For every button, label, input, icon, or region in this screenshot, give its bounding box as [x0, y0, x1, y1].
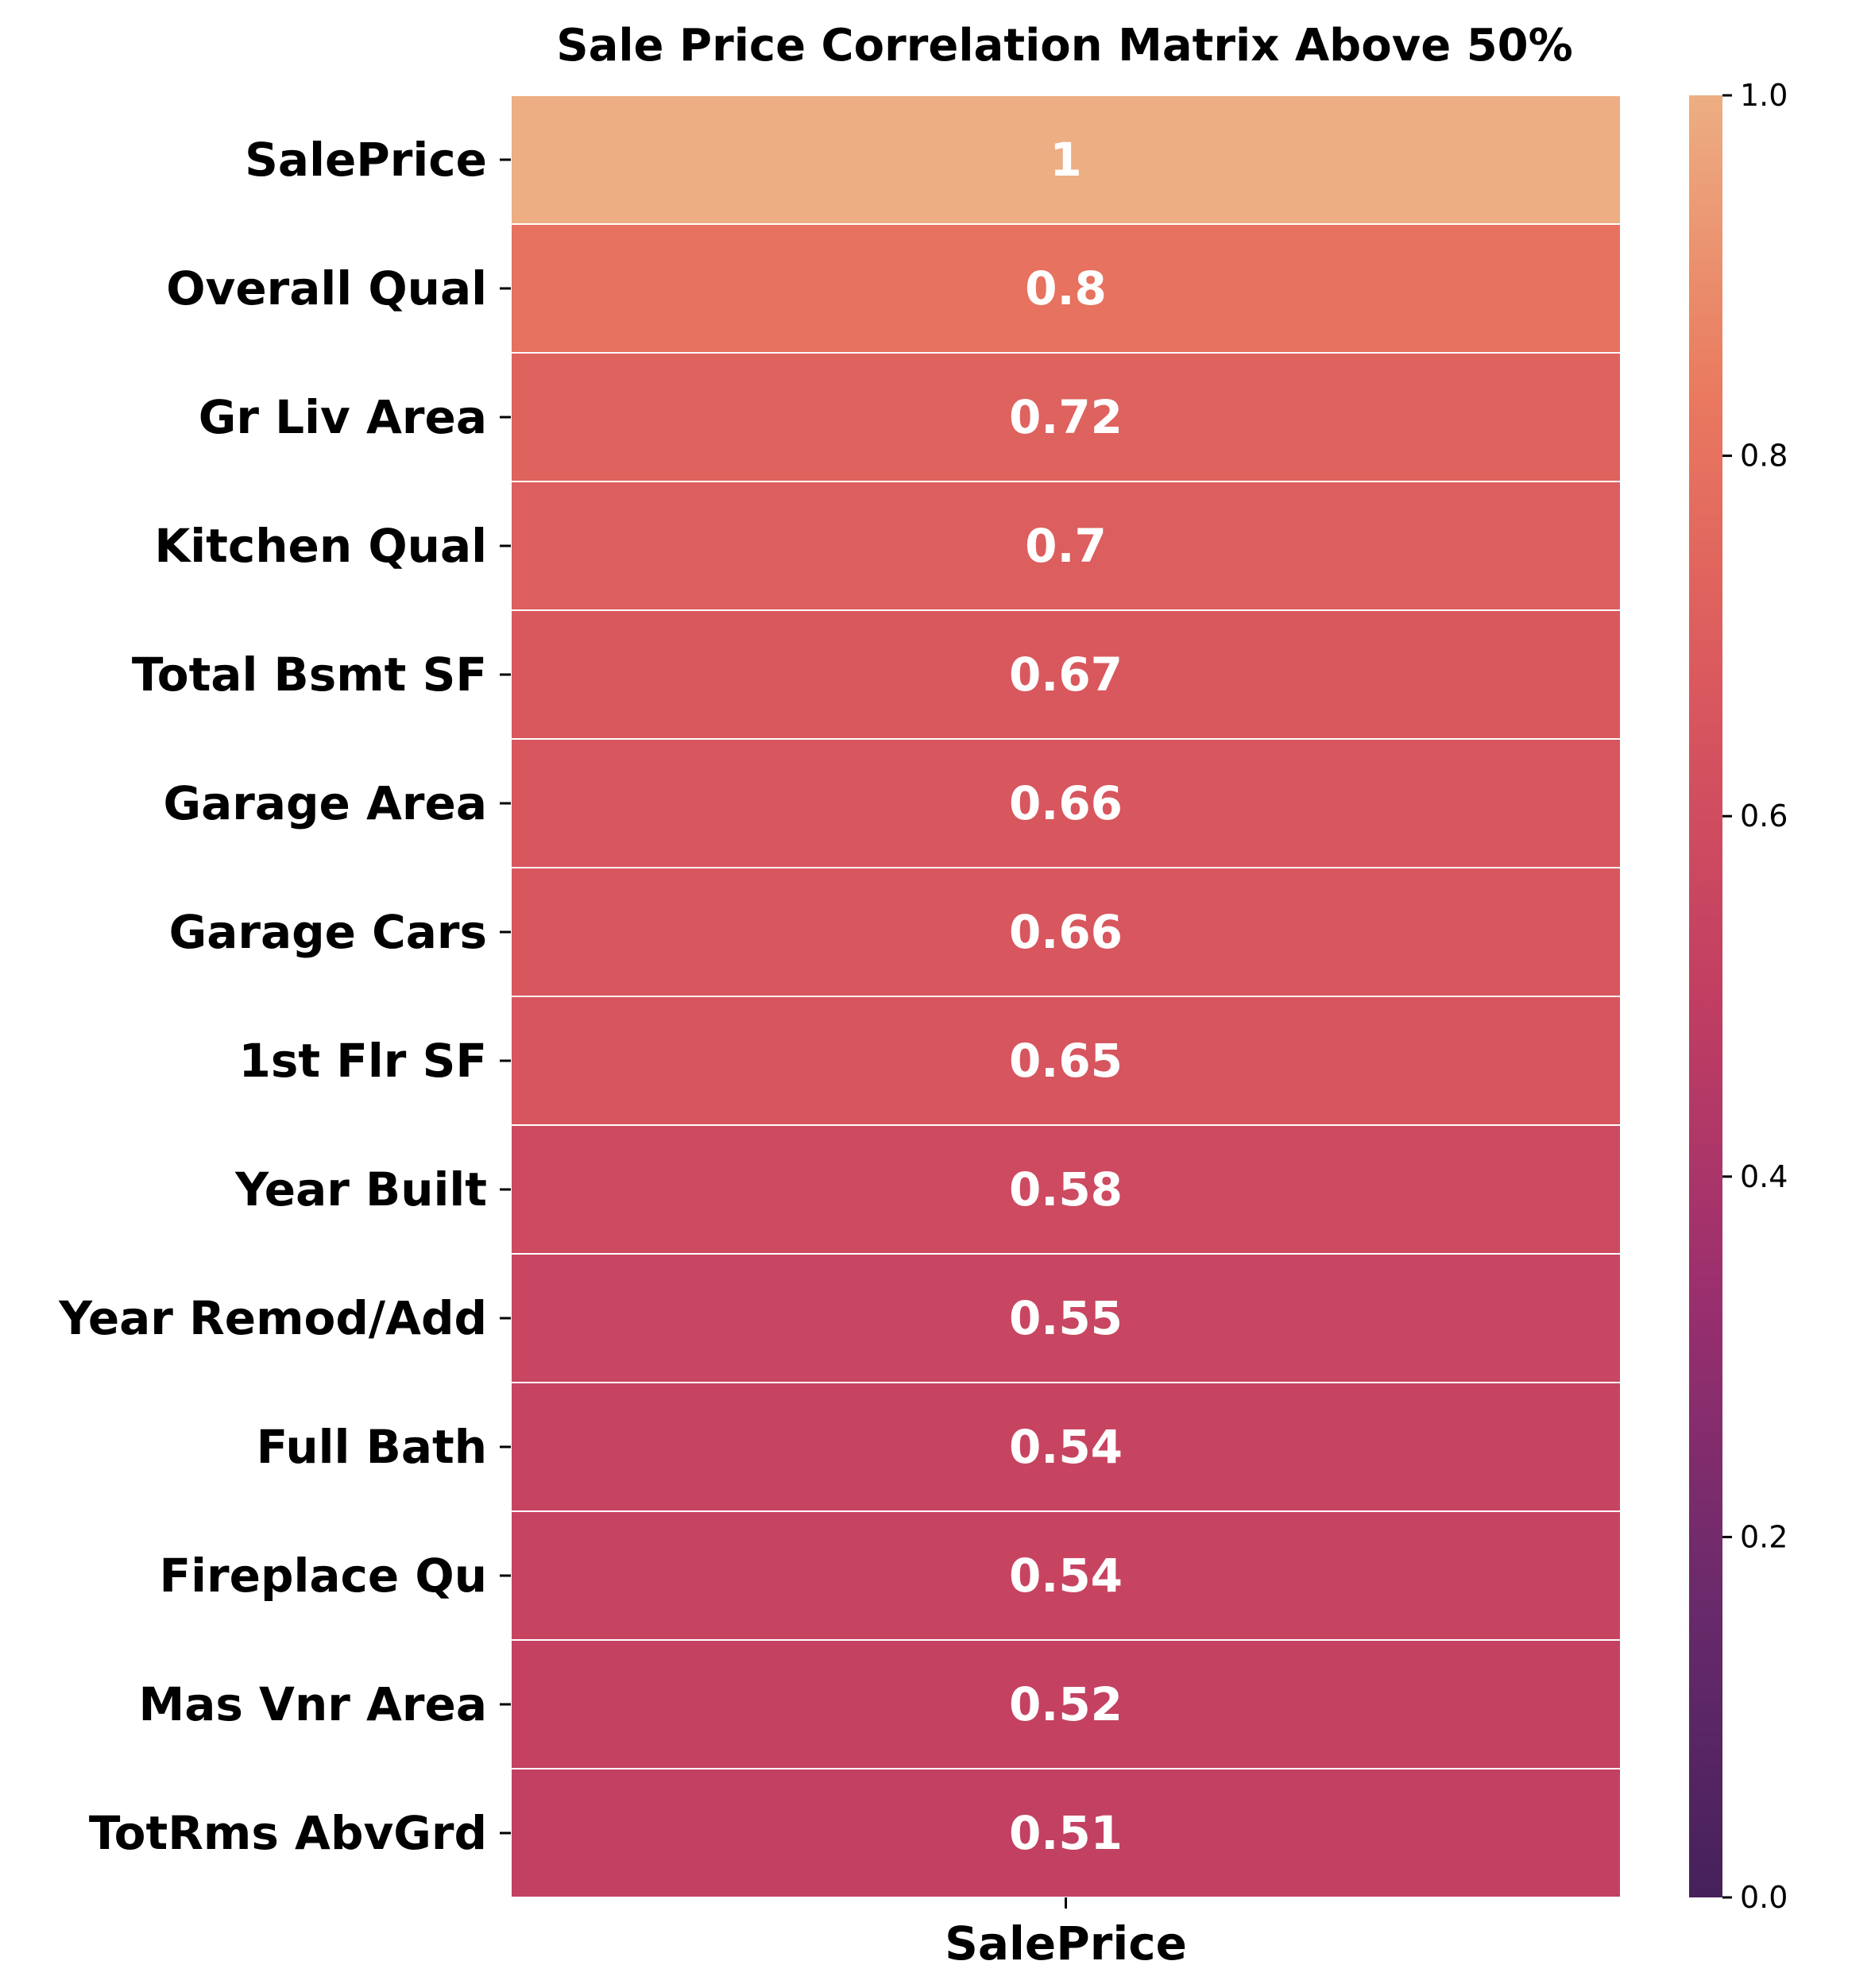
heatmap-cell	[510, 1253, 1622, 1383]
colorbar-tick-label: 0.8	[1740, 439, 1788, 474]
colorbar: 0.0 0.2 0.4 0.6 0.8 1.0	[1689, 78, 1788, 1915]
column-labels: SalePrice	[945, 1897, 1187, 1971]
heatmap-cell	[510, 95, 1622, 225]
cell-value-label: 0.72	[1009, 390, 1123, 444]
row-label: TotRms AbvGrd	[89, 1806, 487, 1860]
row-label: Overall Qual	[166, 261, 487, 315]
row-label: Full Bath	[257, 1420, 487, 1474]
row-label: Kitchen Qual	[154, 519, 487, 573]
heatmap-cell	[510, 481, 1622, 611]
heatmap-cells: 1 0.8 0.72 0.7 0.67 0.66 0.66 0.65 0.58 0.55 0.54 0…	[510, 95, 1622, 1898]
cell-value-label: 0.54	[1009, 1549, 1123, 1603]
row-label: Year Remod/Add	[58, 1291, 487, 1345]
cell-value-label: 0.66	[1009, 776, 1123, 830]
row-label: Mas Vnr Area	[138, 1677, 487, 1731]
cell-value-label: 0.65	[1009, 1034, 1123, 1088]
colorbar-tick-label: 1.0	[1740, 78, 1788, 113]
cell-value-label: 0.8	[1025, 261, 1107, 315]
heatmap-cell	[510, 1510, 1622, 1641]
chart-title: Sale Price Correlation Matrix Above 50%	[556, 20, 1573, 72]
colorbar-tick-label: 0.6	[1740, 799, 1788, 833]
heatmap-cell	[510, 352, 1622, 482]
row-label: Gr Liv Area	[199, 390, 487, 444]
row-label: Year Built	[234, 1162, 487, 1216]
cell-value-label: 0.55	[1009, 1291, 1123, 1345]
heatmap-cell	[510, 1768, 1622, 1898]
row-label: 1st Flr SF	[239, 1034, 488, 1088]
heatmap-cell	[510, 1382, 1622, 1512]
heatmap-cell	[510, 223, 1622, 354]
cell-value-label: 0.54	[1009, 1420, 1123, 1474]
cell-value-label: 0.7	[1025, 519, 1107, 573]
colorbar-gradient	[1689, 95, 1722, 1897]
heatmap-cell	[510, 867, 1622, 997]
cell-value-label: 1	[1050, 133, 1081, 187]
colorbar-tick-label: 0.0	[1740, 1880, 1788, 1915]
cell-value-label: 0.67	[1009, 648, 1123, 702]
heatmap-cell	[510, 738, 1622, 868]
cell-value-label: 0.51	[1009, 1806, 1123, 1860]
row-label: SalePrice	[245, 133, 487, 187]
heatmap-cell	[510, 609, 1622, 740]
heatmap-cell	[510, 996, 1622, 1126]
row-labels: SalePrice Overall Qual Gr Liv Area Kitchen …	[58, 133, 511, 1860]
row-label: Garage Cars	[169, 905, 487, 959]
cell-value-label: 0.52	[1009, 1677, 1123, 1731]
column-label: SalePrice	[945, 1916, 1187, 1971]
colorbar-tick-label: 0.2	[1740, 1519, 1788, 1554]
cell-value-label: 0.66	[1009, 905, 1123, 959]
cell-value-label: 0.58	[1009, 1162, 1123, 1216]
row-label: Total Bsmt SF	[132, 648, 487, 702]
row-label: Garage Area	[163, 776, 487, 830]
row-label: Fireplace Qu	[160, 1549, 488, 1603]
colorbar-tick-label: 0.4	[1740, 1159, 1788, 1194]
heatmap-cell	[510, 1639, 1622, 1769]
